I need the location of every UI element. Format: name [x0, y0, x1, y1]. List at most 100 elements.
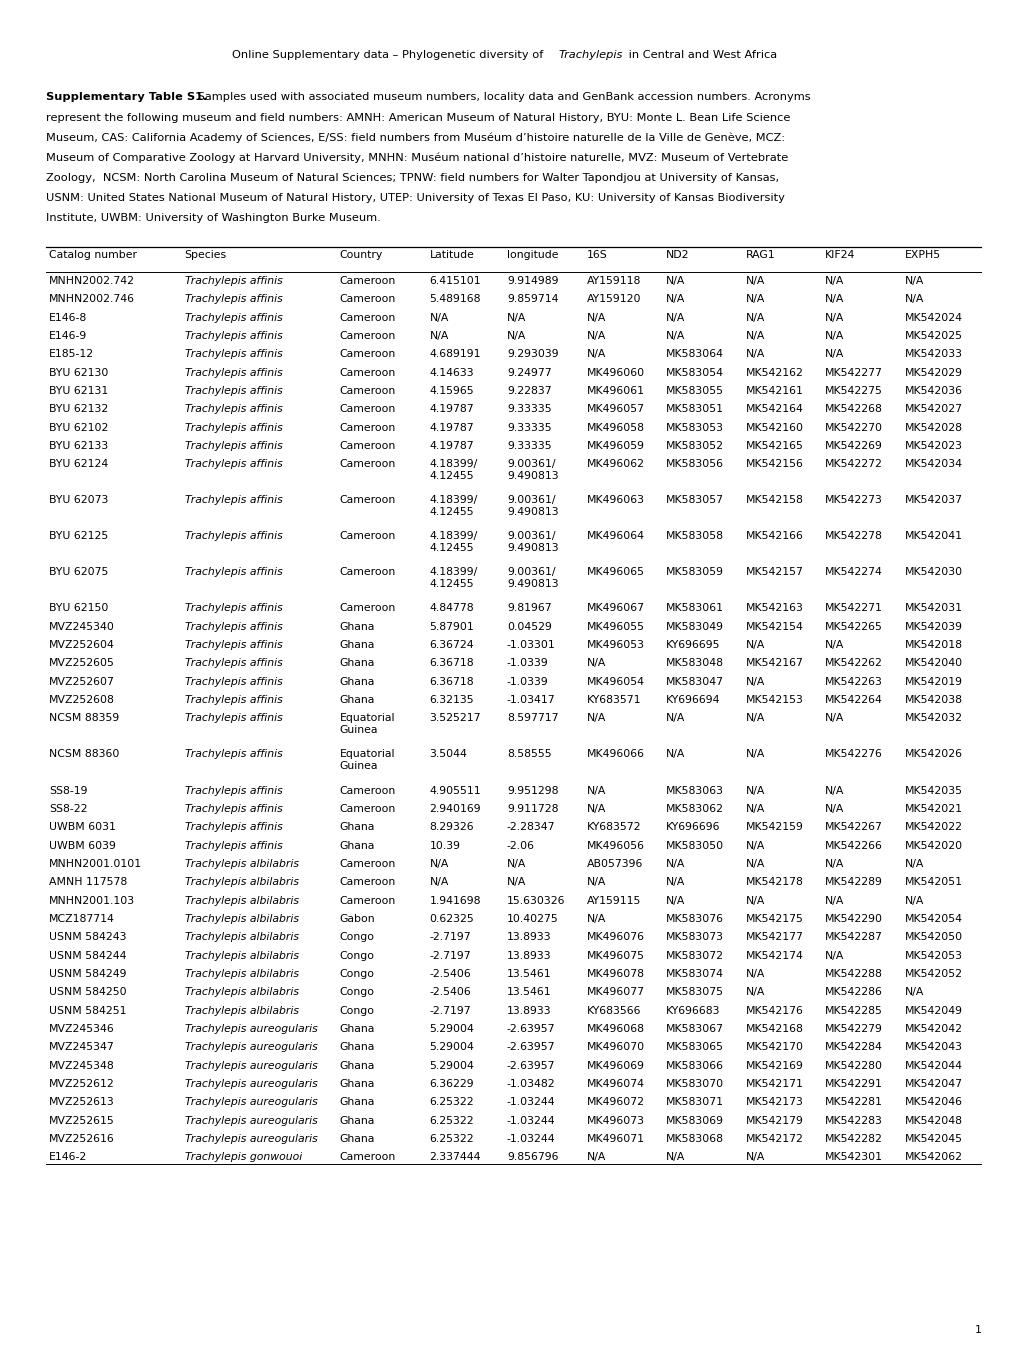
Text: MK542287: MK542287	[824, 932, 882, 942]
Text: N/A: N/A	[824, 330, 844, 341]
Text: Cameroon: Cameroon	[339, 367, 395, 378]
Text: Cameroon: Cameroon	[339, 294, 395, 304]
Text: 6.36724: 6.36724	[429, 640, 474, 650]
Text: MK542275: MK542275	[824, 386, 882, 395]
Text: E146-8: E146-8	[49, 313, 88, 322]
Text: MK583070: MK583070	[665, 1079, 723, 1089]
Text: MK583072: MK583072	[665, 950, 723, 961]
Text: 10.39: 10.39	[429, 840, 460, 851]
Text: N/A: N/A	[824, 803, 844, 814]
Text: N/A: N/A	[665, 276, 685, 285]
Text: MK583058: MK583058	[665, 531, 723, 541]
Text: -1.03482: -1.03482	[506, 1079, 555, 1089]
Text: MK496061: MK496061	[586, 386, 644, 395]
Text: MK542274: MK542274	[824, 567, 882, 578]
Text: MK496073: MK496073	[586, 1116, 644, 1125]
Text: 8.58555: 8.58555	[506, 749, 551, 760]
Text: E146-2: E146-2	[49, 1152, 88, 1162]
Text: N/A: N/A	[586, 658, 605, 669]
Text: Trachylepis albilabris: Trachylepis albilabris	[184, 913, 299, 924]
Text: -2.63957: -2.63957	[506, 1042, 555, 1052]
Text: MNHN2001.0101: MNHN2001.0101	[49, 859, 142, 868]
Text: USNM 584250: USNM 584250	[49, 987, 126, 998]
Text: Cameroon: Cameroon	[339, 386, 395, 395]
Text: 6.415101: 6.415101	[429, 276, 481, 285]
Text: Cameroon: Cameroon	[339, 459, 395, 469]
Text: N/A: N/A	[745, 677, 764, 686]
Text: MK542044: MK542044	[904, 1060, 962, 1071]
Text: MK542019: MK542019	[904, 677, 962, 686]
Text: MK542265: MK542265	[824, 621, 882, 632]
Text: Trachylepis affinis: Trachylepis affinis	[184, 840, 282, 851]
Text: Ghana: Ghana	[339, 1060, 375, 1071]
Text: Cameroon: Cameroon	[339, 531, 395, 541]
Text: in Central and West Africa: in Central and West Africa	[624, 50, 776, 60]
Text: N/A: N/A	[586, 913, 605, 924]
Text: 4.84778: 4.84778	[429, 603, 474, 613]
Text: MK496067: MK496067	[586, 603, 644, 613]
Text: MK542289: MK542289	[824, 877, 882, 887]
Text: 9.914989: 9.914989	[506, 276, 557, 285]
Text: Trachylepis affinis: Trachylepis affinis	[184, 567, 282, 578]
Text: -1.03244: -1.03244	[506, 1133, 555, 1144]
Text: ND2: ND2	[665, 250, 689, 260]
Text: 4.14633: 4.14633	[429, 367, 474, 378]
Text: Trachylepis affinis: Trachylepis affinis	[184, 386, 282, 395]
Text: Trachylepis affinis: Trachylepis affinis	[184, 294, 282, 304]
Text: Cameroon: Cameroon	[339, 567, 395, 578]
Text: Latitude: Latitude	[429, 250, 474, 260]
Text: MK542041: MK542041	[904, 531, 962, 541]
Text: MK496057: MK496057	[586, 404, 644, 414]
Text: MVZ252605: MVZ252605	[49, 658, 115, 669]
Text: MK542048: MK542048	[904, 1116, 962, 1125]
Text: Trachylepis affinis: Trachylepis affinis	[184, 658, 282, 669]
Text: N/A: N/A	[745, 313, 764, 322]
Text: 4.18399/
4.12455: 4.18399/ 4.12455	[429, 459, 477, 481]
Text: MK542272: MK542272	[824, 459, 882, 469]
Text: MK496053: MK496053	[586, 640, 644, 650]
Text: 15.630326: 15.630326	[506, 896, 565, 905]
Text: BYU 62124: BYU 62124	[49, 459, 108, 469]
Text: N/A: N/A	[904, 859, 923, 868]
Text: Trachylepis albilabris: Trachylepis albilabris	[184, 969, 299, 978]
Text: Trachylepis albilabris: Trachylepis albilabris	[184, 859, 299, 868]
Text: Zoology,  NCSM: North Carolina Museum of Natural Sciences; TPNW: field numbers f: Zoology, NCSM: North Carolina Museum of …	[46, 173, 779, 183]
Text: N/A: N/A	[429, 859, 448, 868]
Text: -2.28347: -2.28347	[506, 822, 555, 832]
Text: MK542050: MK542050	[904, 932, 962, 942]
Text: BYU 62130: BYU 62130	[49, 367, 108, 378]
Text: N/A: N/A	[824, 349, 844, 359]
Text: MK542159: MK542159	[745, 822, 803, 832]
Text: Ghana: Ghana	[339, 640, 375, 650]
Text: Trachylepis albilabris: Trachylepis albilabris	[184, 932, 299, 942]
Text: 5.29004: 5.29004	[429, 1042, 474, 1052]
Text: Ghana: Ghana	[339, 694, 375, 705]
Text: Museum, CAS: California Academy of Sciences, E/SS: field numbers from Muséum d’h: Museum, CAS: California Academy of Scien…	[46, 133, 785, 143]
Text: Equatorial
Guinea: Equatorial Guinea	[339, 713, 394, 735]
Text: USNM: United States National Museum of Natural History, UTEP: University of Texa: USNM: United States National Museum of N…	[46, 193, 784, 202]
Text: BYU 62132: BYU 62132	[49, 404, 108, 414]
Text: MK542266: MK542266	[824, 840, 882, 851]
Text: 13.8933: 13.8933	[506, 932, 551, 942]
Text: Trachylepis aureogularis: Trachylepis aureogularis	[184, 1097, 317, 1108]
Text: MK583066: MK583066	[665, 1060, 723, 1071]
Text: 9.00361/
9.490813: 9.00361/ 9.490813	[506, 531, 558, 553]
Text: Trachylepis affinis: Trachylepis affinis	[184, 694, 282, 705]
Text: MVZ252613: MVZ252613	[49, 1097, 114, 1108]
Text: 2.337444: 2.337444	[429, 1152, 480, 1162]
Text: -2.5406: -2.5406	[429, 969, 471, 978]
Text: Trachylepis aureogularis: Trachylepis aureogularis	[184, 1060, 317, 1071]
Text: MK496077: MK496077	[586, 987, 644, 998]
Text: MNHN2001.103: MNHN2001.103	[49, 896, 135, 905]
Text: N/A: N/A	[904, 294, 923, 304]
Text: Ghana: Ghana	[339, 677, 375, 686]
Text: N/A: N/A	[745, 840, 764, 851]
Text: MK583050: MK583050	[665, 840, 723, 851]
Text: Trachylepis aureogularis: Trachylepis aureogularis	[184, 1133, 317, 1144]
Text: MK583051: MK583051	[665, 404, 723, 414]
Text: MK583075: MK583075	[665, 987, 723, 998]
Text: N/A: N/A	[824, 950, 844, 961]
Text: MCZ187714: MCZ187714	[49, 913, 115, 924]
Text: MK542036: MK542036	[904, 386, 962, 395]
Text: Country: Country	[339, 250, 382, 260]
